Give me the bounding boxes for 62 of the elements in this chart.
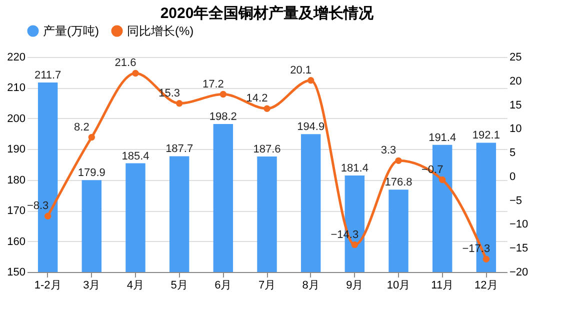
y2-tick-label: −15 <box>510 242 528 255</box>
x-tick-label: 8月 <box>302 280 320 292</box>
point <box>88 134 96 141</box>
x-tick-label: 10月 <box>386 280 410 292</box>
point <box>132 70 139 77</box>
y2-tick-label: 25 <box>510 52 522 64</box>
data-label: 14.2 <box>246 92 268 105</box>
data-label: 187.6 <box>253 144 281 156</box>
y2-tick-label: 20 <box>510 75 522 88</box>
point <box>44 212 52 220</box>
data-label: 181.4 <box>340 162 368 175</box>
legend-label: 同比增长(%) <box>127 24 194 38</box>
x-tick-label: 12月 <box>474 280 498 292</box>
data-label: 187.7 <box>166 143 194 156</box>
y-tick-label: 210 <box>7 82 26 94</box>
x-tick-label: 7月 <box>258 280 276 292</box>
point <box>264 105 270 112</box>
x-tick-label: 1-2月 <box>34 280 62 292</box>
data-label: 198.2 <box>209 110 237 123</box>
y-tick-label: 200 <box>7 112 26 125</box>
data-label: 211.7 <box>34 69 62 82</box>
data-label: 194.9 <box>297 121 325 134</box>
x-tick-label: 4月 <box>126 280 144 292</box>
x-tick-label: 3月 <box>83 280 100 292</box>
data-label: 3.3 <box>380 144 396 157</box>
y-tick-label: 180 <box>7 174 26 186</box>
data-label: 8.2 <box>74 121 90 134</box>
x-tick-label: 11月 <box>431 280 454 292</box>
y2-tick-label: 0 <box>510 170 516 183</box>
data-label: 176.8 <box>384 176 412 189</box>
point <box>220 90 227 98</box>
y-tick-label: 150 <box>7 266 26 278</box>
y-tick-label: 160 <box>7 236 26 248</box>
data-label: 20.1 <box>290 64 312 76</box>
data-label: 179.9 <box>78 167 106 180</box>
data-label: −8.3 <box>26 200 49 212</box>
point <box>351 241 358 248</box>
y2-tick-label: 10 <box>510 123 522 136</box>
data-label: 17.2 <box>202 78 224 90</box>
chart-title: 2020年全国铜材产量及增长情况 <box>160 5 375 22</box>
point <box>307 77 314 84</box>
y2-tick-label: 15 <box>510 99 522 112</box>
y2-tick-label: −10 <box>510 218 528 231</box>
point <box>438 176 446 184</box>
point <box>482 256 490 262</box>
data-label: 21.6 <box>114 57 136 70</box>
data-label: 192.1 <box>472 130 500 142</box>
y2-tick-label: 5 <box>510 147 516 160</box>
point <box>395 157 402 164</box>
point <box>176 100 183 107</box>
y-tick-label: 220 <box>7 52 26 64</box>
y-tick-label: 170 <box>7 205 26 218</box>
legend-label: 产量(万吨) <box>43 24 99 38</box>
data-label: 191.4 <box>428 132 456 144</box>
data-label: 185.4 <box>122 150 150 162</box>
x-tick-label: 6月 <box>214 280 232 292</box>
y2-tick-label: −20 <box>510 266 528 278</box>
y2-tick-label: −5 <box>510 194 522 207</box>
x-tick-label: 9月 <box>346 280 364 292</box>
y-tick-label: 190 <box>7 144 26 156</box>
data-label: −0.7 <box>421 164 444 176</box>
x-tick-label: 5月 <box>170 280 188 292</box>
